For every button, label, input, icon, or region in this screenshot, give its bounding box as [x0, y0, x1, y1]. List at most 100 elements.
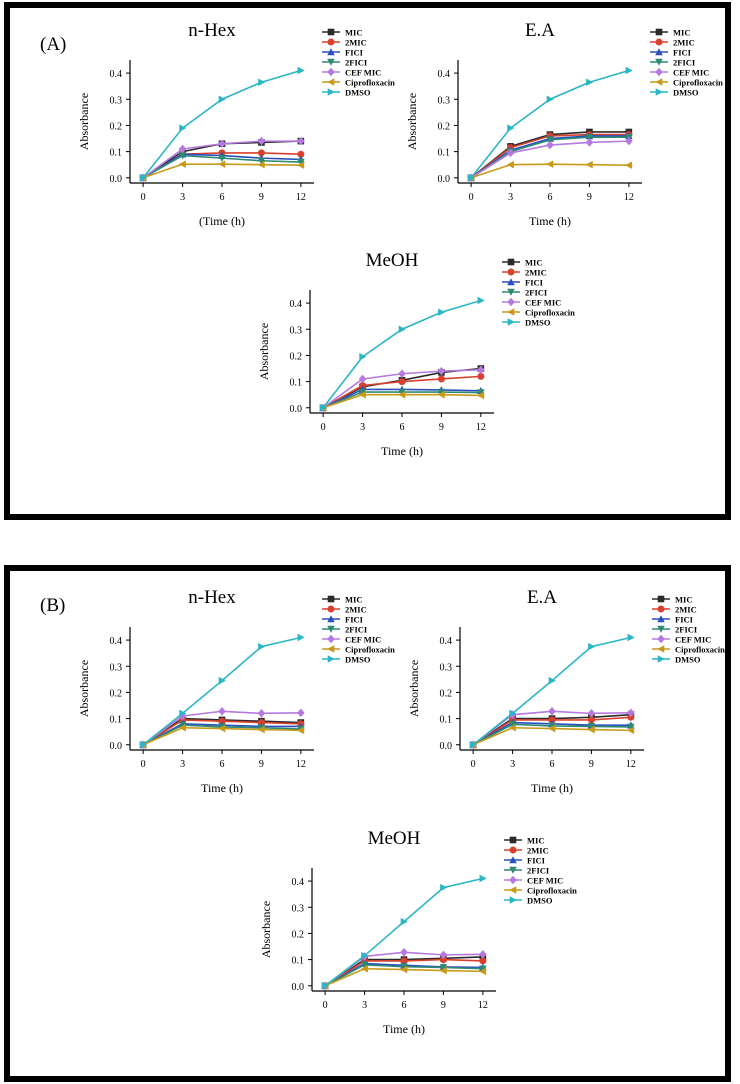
legend-marker — [657, 645, 665, 653]
x-tick-label: 9 — [259, 192, 264, 203]
data-point — [439, 950, 448, 960]
data-point — [178, 721, 187, 729]
data-point — [627, 723, 635, 731]
legend-marker — [655, 78, 663, 86]
data-point — [506, 148, 515, 158]
data-point — [469, 740, 477, 749]
y-tick-label: 0.0 — [290, 404, 303, 415]
data-point — [588, 642, 596, 651]
y-tick-label: 0.4 — [290, 299, 303, 310]
legend-label: MIC — [345, 27, 362, 37]
panel-b: (B) — [4, 565, 731, 1082]
legend-marker — [507, 268, 515, 276]
data-point — [400, 965, 408, 974]
data-point — [321, 981, 329, 990]
chart-b-meoh: MeOH 0.0 0.1 0.2 0.3 0.4 0 3 6 9 12 Time (h) Absorba… — [259, 828, 577, 1036]
legend-label: 2FICI — [675, 624, 698, 634]
series-dmso — [321, 874, 487, 990]
x-tick-label: 9 — [441, 1000, 446, 1011]
legend-label: Ciprofloxacin — [675, 644, 725, 654]
y-tick-label: 0.0 — [110, 174, 123, 185]
legend-marker — [327, 88, 335, 96]
data-point — [398, 325, 406, 334]
y-axis-label: Absorbance — [259, 901, 273, 958]
data-point — [546, 160, 554, 168]
data-point — [477, 296, 485, 305]
data-point — [439, 956, 447, 964]
y-axis-label: Absorbance — [77, 660, 91, 717]
legend-marker — [657, 605, 665, 613]
data-point — [398, 388, 406, 396]
legend-label: Ciprofloxacin — [673, 77, 723, 87]
x-tick-label: 12 — [476, 422, 486, 433]
y-tick-label: 0.1 — [438, 148, 451, 159]
legend-marker — [327, 625, 335, 633]
data-point — [358, 390, 366, 399]
x-tick-label: 6 — [550, 759, 555, 770]
data-point — [139, 740, 147, 749]
data-point — [400, 963, 408, 971]
data-point — [507, 124, 515, 132]
x-tick-label: 3 — [360, 422, 365, 433]
data-point — [360, 964, 368, 973]
legend-marker — [507, 297, 515, 307]
legend-label: Ciprofloxacin — [345, 644, 395, 654]
x-tick-label: 6 — [548, 192, 553, 203]
x-tick-label: 9 — [439, 422, 444, 433]
y-tick-label: 0.4 — [440, 636, 453, 647]
legend-label: 2MIC — [673, 37, 695, 47]
legend-label: DMSO — [527, 895, 553, 905]
legend-marker — [509, 886, 517, 894]
data-point — [257, 709, 266, 718]
x-tick-label: 0 — [471, 759, 476, 770]
series-line — [142, 163, 301, 179]
data-point — [479, 957, 487, 965]
legend-marker — [327, 58, 335, 66]
data-point — [437, 390, 445, 399]
data-point — [398, 369, 406, 379]
x-tick-label: 3 — [508, 192, 513, 203]
data-point — [439, 966, 447, 975]
series-2mic — [321, 956, 487, 990]
series-2fici — [321, 961, 487, 990]
x-tick-label: 12 — [296, 192, 306, 203]
legend-marker — [655, 88, 663, 96]
y-tick-label: 0.1 — [290, 378, 303, 389]
chart-title: n-Hex — [188, 20, 236, 41]
x-tick-label: 0 — [141, 759, 146, 770]
legend-label: FICI — [345, 614, 364, 624]
data-point — [319, 403, 327, 412]
chart-a-nhex: n-Hex 0.0 0.1 0.2 0.3 0.4 0 3 6 9 12 (Time (h) Absor… — [77, 20, 395, 228]
data-point — [625, 161, 633, 170]
data-point — [297, 158, 305, 166]
data-point — [546, 136, 554, 144]
data-point — [257, 719, 265, 727]
y-tick-label: 0.1 — [110, 715, 123, 726]
legend-label: MIC — [675, 594, 692, 604]
y-tick-label: 0.3 — [438, 95, 451, 106]
data-point — [627, 713, 635, 721]
x-tick-label: 12 — [296, 759, 306, 770]
x-axis-label: Time (h) — [531, 781, 573, 795]
data-point — [400, 917, 408, 926]
legend-label: 2FICI — [525, 287, 548, 297]
data-point — [178, 152, 187, 160]
y-tick-label: 0.3 — [290, 325, 303, 336]
data-point — [359, 352, 367, 361]
legend-marker — [657, 595, 665, 603]
x-tick-label: 6 — [400, 422, 405, 433]
data-point — [257, 157, 266, 165]
legend-marker — [327, 634, 335, 644]
legend-marker — [327, 595, 335, 603]
legend-marker — [327, 645, 335, 653]
x-axis-label: Time (h) — [529, 214, 571, 228]
legend-label: DMSO — [675, 654, 701, 664]
data-point — [477, 391, 485, 400]
legend-label: DMSO — [673, 87, 699, 97]
y-tick-label: 0.4 — [110, 636, 123, 647]
y-tick-label: 0.3 — [110, 95, 123, 106]
data-point — [587, 716, 595, 724]
series-cef-mic — [139, 706, 305, 750]
y-axis-label: Absorbance — [77, 93, 91, 150]
